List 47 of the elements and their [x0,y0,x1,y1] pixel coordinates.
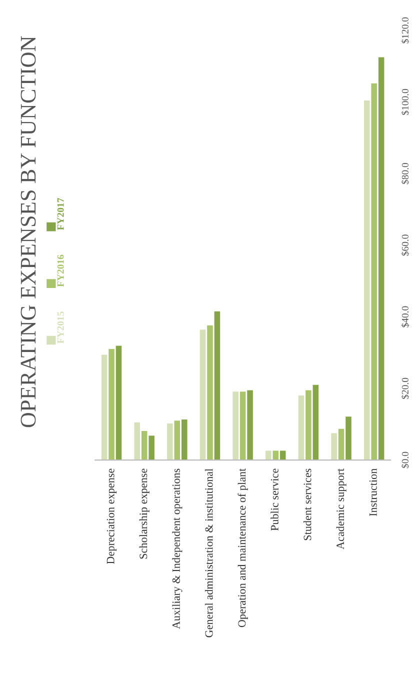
bar [134,422,140,460]
text: FY2015 [57,312,64,344]
bar [141,431,148,460]
bar [101,354,108,460]
bar [378,57,384,460]
bar [306,390,312,460]
x-tick-label: Public service [270,468,278,531]
bar [240,392,246,460]
text: FY2016 [57,254,64,287]
bar [346,416,352,460]
bar [364,100,370,460]
x-tick-label: Auxiliary & Independent operations [172,468,182,629]
x-tick-label: General administration & institutional [204,468,213,638]
bar [116,346,122,460]
bar [266,450,272,460]
bar [207,325,213,460]
text: FY2017 [57,198,64,230]
bar [371,83,377,460]
text: OPERATING EXPENSES BY FUNCTION [20,36,36,428]
bar [232,392,238,460]
bar [182,420,188,460]
bar [148,436,154,460]
bar [298,396,304,460]
bar [312,384,319,460]
y-tick-label: $100.0 [401,88,410,115]
bar [272,450,279,460]
y-tick-label: $80.0 [401,163,410,184]
x-tick-label: Depreciation expense [106,468,117,564]
x-tick-label: Academic support [336,468,346,550]
bar [214,311,220,460]
x-tick-label: Operation and maintenance of plant [238,468,248,628]
y-tick-label: $0.0 [401,452,410,468]
bar [247,390,253,460]
y-tick-label: $60.0 [401,234,410,256]
x-tick-label: Student services [303,468,312,540]
x-tick-label: Scholarship expense [139,468,150,559]
x-tick-label: Instruction [369,468,377,516]
bar [108,349,114,460]
y-tick-label: $40.0 [401,306,410,328]
bar [174,420,180,460]
bar [331,433,337,460]
bar [200,330,206,460]
y-tick-label: $120.0 [401,17,410,44]
bar [167,423,173,460]
y-tick-label: $20.0 [401,378,410,399]
bar [280,450,286,460]
bar [338,428,344,460]
